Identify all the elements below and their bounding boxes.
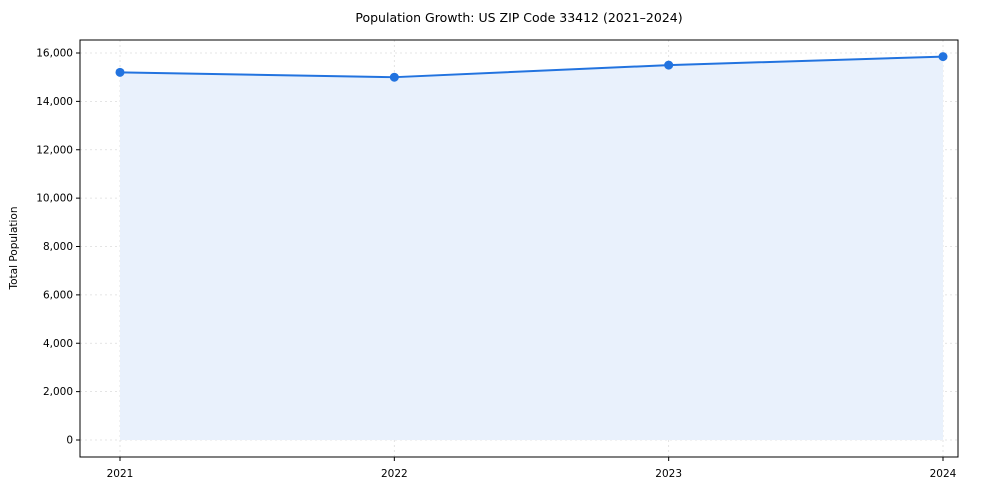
data-point-marker bbox=[115, 67, 125, 77]
data-point-marker bbox=[664, 60, 674, 70]
y-tick-label: 6,000 bbox=[43, 289, 73, 301]
y-tick-label: 4,000 bbox=[43, 338, 73, 350]
y-tick-label: 12,000 bbox=[36, 144, 73, 156]
y-axis-label: Total Population bbox=[8, 206, 20, 290]
plot-border bbox=[79, 39, 959, 458]
tick-labels: 0 2,000 4,000 6,000 8,000 10,000 12,000 14,000 1… bbox=[36, 48, 956, 481]
x-tick-label: 2023 bbox=[655, 468, 682, 480]
population-line bbox=[119, 55, 944, 79]
x-tick-label: 2024 bbox=[930, 468, 957, 480]
y-tick-label: 10,000 bbox=[36, 193, 73, 205]
y-tick-label: 2,000 bbox=[43, 386, 73, 398]
area-fill bbox=[120, 56, 943, 441]
y-tick-label: 0 bbox=[66, 435, 73, 447]
y-tick-label: 8,000 bbox=[43, 241, 73, 253]
x-tick-label: 2022 bbox=[381, 468, 408, 480]
chart-title: Population Growth: US ZIP Code 33412 (20… bbox=[355, 10, 682, 25]
axes bbox=[76, 39, 959, 461]
data-point-marker bbox=[389, 72, 399, 82]
area-shade bbox=[120, 56, 943, 441]
y-tick-label: 16,000 bbox=[36, 48, 73, 60]
y-tick-label: 14,000 bbox=[36, 96, 73, 108]
x-tick-label: 2021 bbox=[107, 468, 134, 480]
line-series bbox=[115, 52, 948, 82]
data-point-marker bbox=[938, 52, 948, 62]
